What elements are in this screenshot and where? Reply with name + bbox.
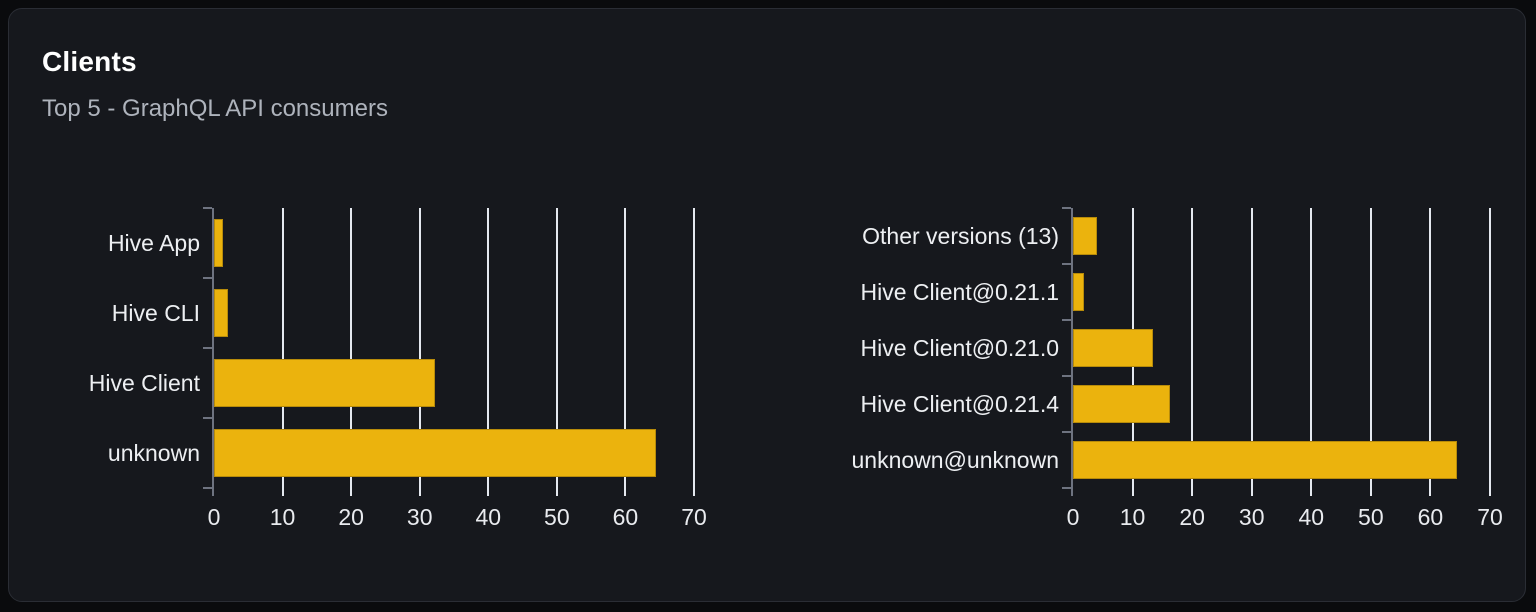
bar-hive-app[interactable] — [214, 219, 223, 267]
x-axis-tick-label: 10 — [269, 504, 296, 530]
gridline — [1369, 208, 1372, 496]
category-label: Hive CLI — [111, 300, 200, 326]
x-axis-tick-label: 70 — [1477, 504, 1503, 530]
gridline — [487, 208, 490, 496]
gridline — [1191, 208, 1194, 496]
y-axis-tick — [1062, 375, 1071, 377]
card-title: Clients — [42, 46, 137, 77]
x-axis-tick-label: 30 — [1238, 504, 1265, 530]
x-axis-tick-label: 60 — [612, 504, 639, 530]
x-axis-tick-label: 50 — [1358, 504, 1384, 530]
bar-hive-client-0-21-0[interactable] — [1073, 329, 1153, 367]
x-axis-tick-label: 30 — [406, 504, 433, 530]
category-label: unknown — [107, 440, 200, 466]
y-axis-tick — [203, 347, 212, 349]
y-axis-tick — [1062, 263, 1071, 265]
gridline — [281, 208, 284, 496]
y-axis-tick — [203, 207, 212, 209]
x-axis-tick-label: 20 — [338, 504, 364, 530]
x-axis-tick-label: 40 — [1298, 504, 1325, 530]
y-axis-line — [1071, 208, 1073, 496]
x-axis-tick-label: 40 — [475, 504, 502, 530]
bar-unknown-unknown[interactable] — [1073, 441, 1457, 479]
y-axis-tick — [203, 277, 212, 279]
category-label: Hive Client@0.21.0 — [860, 335, 1060, 361]
x-axis-tick-label: 0 — [1066, 504, 1080, 530]
category-label: Hive Client@0.21.1 — [860, 279, 1060, 305]
gridline — [350, 208, 353, 496]
y-axis-tick — [203, 487, 212, 489]
x-axis-tick-label: 60 — [1417, 504, 1444, 530]
bar-hive-cli[interactable] — [214, 289, 228, 337]
y-axis-line — [212, 208, 214, 496]
x-axis-tick-label: 20 — [1179, 504, 1205, 530]
gridline — [555, 208, 558, 496]
gridline — [1310, 208, 1313, 496]
gridline — [418, 208, 421, 496]
gridline — [1250, 208, 1253, 496]
bar-hive-client-0-21-1[interactable] — [1073, 273, 1084, 311]
category-label: Hive App — [107, 230, 200, 256]
x-axis-tick-label: 10 — [1119, 504, 1146, 530]
x-axis-tick-label: 0 — [207, 504, 221, 530]
y-axis-tick — [1062, 431, 1071, 433]
y-axis-tick — [203, 417, 212, 419]
category-label: unknown@unknown — [851, 447, 1059, 473]
gridline — [693, 208, 695, 496]
y-axis-tick — [1062, 487, 1071, 489]
category-label: Hive Client — [88, 370, 200, 396]
category-label: Other versions (13) — [862, 223, 1059, 249]
bar-other-versions-13[interactable] — [1073, 217, 1097, 255]
y-axis-tick — [1062, 319, 1071, 321]
x-axis-tick-label: 50 — [544, 504, 570, 530]
clients-card — [8, 8, 1526, 602]
bar-unknown[interactable] — [214, 429, 656, 477]
gridline — [1429, 208, 1432, 496]
gridline — [1489, 208, 1491, 496]
bar-hive-client[interactable] — [214, 359, 435, 407]
card-subtitle: Top 5 - GraphQL API consumers — [42, 95, 388, 122]
gridline — [624, 208, 627, 496]
x-axis-tick-label: 70 — [681, 504, 707, 530]
category-label: Hive Client@0.21.4 — [860, 391, 1060, 417]
y-axis-tick — [1062, 207, 1071, 209]
bar-hive-client-0-21-4[interactable] — [1073, 385, 1170, 423]
